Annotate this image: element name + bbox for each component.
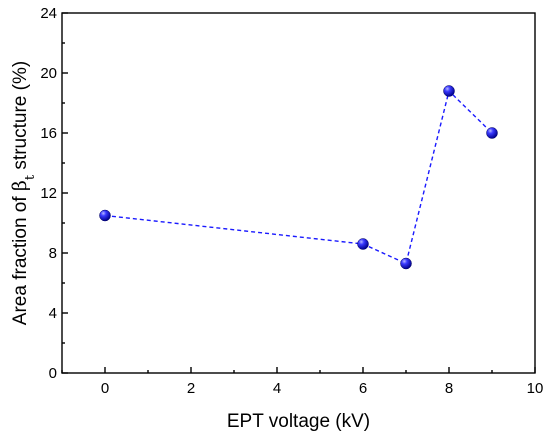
y-axis-title-prefix: Area fraction of (10, 191, 31, 325)
data-point (486, 127, 498, 139)
x-tick-label: 8 (445, 380, 453, 397)
y-tick-label: 20 (40, 65, 57, 82)
y-axis-title-symbol: β (9, 180, 31, 191)
y-axis-title: Area fraction of βt structure (%) (9, 61, 38, 325)
data-point (400, 257, 412, 270)
series-line (104, 89, 493, 265)
data-point (99, 209, 111, 222)
plot-frame (61, 12, 536, 374)
y-tick-label: 12 (40, 185, 57, 202)
axis-ticks (61, 12, 536, 374)
x-tick-label: 10 (527, 380, 544, 397)
x-axis-title: EPT voltage (kV) (227, 411, 370, 432)
x-tick-label: 2 (187, 380, 195, 397)
y-tick-label: 4 (49, 305, 57, 322)
y-tick-label: 16 (40, 125, 57, 142)
y-axis-title-subscript: t (23, 174, 38, 180)
x-tick-label: 6 (359, 380, 367, 397)
x-tick-label: 0 (101, 380, 109, 397)
data-point (443, 85, 455, 97)
y-tick-label: 0 (49, 365, 57, 382)
data-point (357, 238, 369, 250)
y-tick-label: 8 (49, 245, 57, 262)
data-points (99, 85, 498, 270)
x-tick-label: 4 (273, 380, 281, 397)
y-axis-title-suffix: structure (%) (10, 61, 31, 175)
y-tick-label: 24 (40, 5, 57, 22)
